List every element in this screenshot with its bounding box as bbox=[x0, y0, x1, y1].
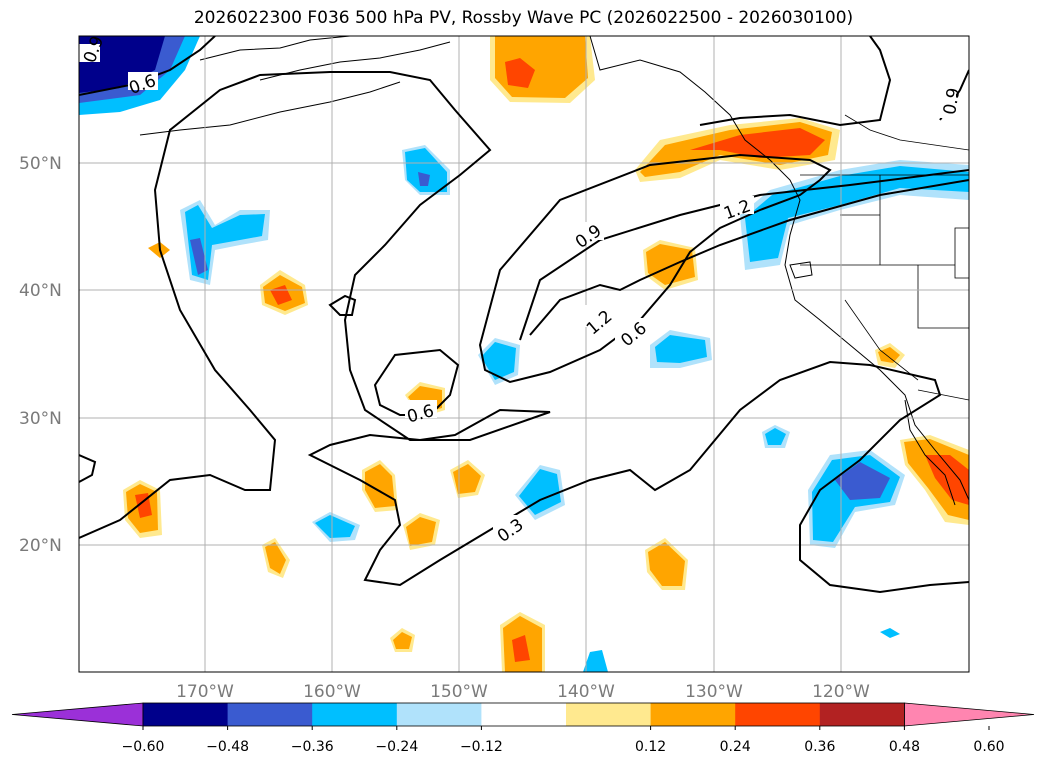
colorbar-tick-label: 0.60 bbox=[973, 739, 1004, 755]
colorbar-segment bbox=[481, 703, 567, 726]
lat-label: 50°N bbox=[19, 154, 62, 174]
colorbar-tick-label: −0.48 bbox=[206, 739, 249, 755]
colorbar-arrow-left bbox=[11, 702, 144, 727]
colorbar-segment bbox=[227, 703, 313, 726]
coastlines bbox=[139, 36, 969, 506]
colorbar-tick-label: −0.24 bbox=[375, 739, 418, 755]
colorbar-tick-label: −0.36 bbox=[291, 739, 334, 755]
colorbar-segment bbox=[566, 703, 652, 726]
colorbar-tick-label: −0.60 bbox=[122, 739, 165, 755]
lon-label: 130°W bbox=[685, 682, 743, 702]
colorbar-segment bbox=[396, 703, 482, 726]
colorbar-arrow-right bbox=[904, 702, 1035, 727]
contour-0.9 bbox=[519, 169, 969, 341]
colorbar-frame bbox=[142, 702, 905, 727]
contour-0.6-mid bbox=[699, 36, 892, 127]
contour-0.3-main bbox=[79, 71, 969, 594]
contour-1.2 bbox=[529, 179, 969, 336]
lon-label: 170°W bbox=[176, 682, 234, 702]
colorbar-tick-label: 0.36 bbox=[804, 739, 835, 755]
plot-area: 0.9 0.6 0.9 1.2 0.9 1.2 0.6 0.6 0.3 bbox=[79, 36, 969, 672]
colorbar-tick-label: 0.48 bbox=[889, 739, 920, 755]
lon-label: 150°W bbox=[430, 682, 488, 702]
pv-contours bbox=[79, 36, 969, 594]
colorbar-segment bbox=[143, 703, 229, 726]
contour-small-38n bbox=[328, 294, 357, 316]
lon-label: 120°W bbox=[812, 682, 870, 702]
latitude-labels: 50°N 40°N 30°N 20°N bbox=[19, 154, 62, 556]
lon-label: 140°W bbox=[557, 682, 615, 702]
contour-0.6-west bbox=[79, 36, 216, 96]
plot-frame bbox=[78, 35, 970, 673]
colorbar-segment bbox=[312, 703, 398, 726]
lon-label: 160°W bbox=[303, 682, 361, 702]
lat-label: 30°N bbox=[19, 409, 62, 429]
colorbar-segment bbox=[650, 703, 736, 726]
colorbar-tick-label: 0.12 bbox=[635, 739, 666, 755]
neg-anomaly-9 bbox=[583, 650, 608, 672]
gridlines bbox=[79, 36, 969, 672]
colorbar: −0.60 −0.48 −0.36 −0.24 −0.12 0.12 0.24 0.36 0.4… bbox=[11, 702, 1035, 755]
map-title: 2026022300 F036 500 hPa PV, Rossby Wave … bbox=[193, 8, 854, 28]
colorbar-tick-label: 0.24 bbox=[720, 739, 751, 755]
longitude-labels: 170°W 160°W 150°W 140°W 130°W 120°W bbox=[176, 682, 870, 702]
lat-label: 20°N bbox=[19, 536, 62, 556]
contour-closed-30n bbox=[373, 348, 460, 416]
pv-anomaly-fills bbox=[79, 36, 969, 672]
colorbar-tick-label: −0.12 bbox=[460, 739, 503, 755]
colorbar-segment bbox=[819, 703, 905, 726]
contour-label: 0.9 bbox=[940, 86, 964, 116]
lat-label: 40°N bbox=[19, 281, 62, 301]
contour-0.6-inner bbox=[478, 153, 832, 384]
colorbar-segment bbox=[735, 703, 821, 726]
